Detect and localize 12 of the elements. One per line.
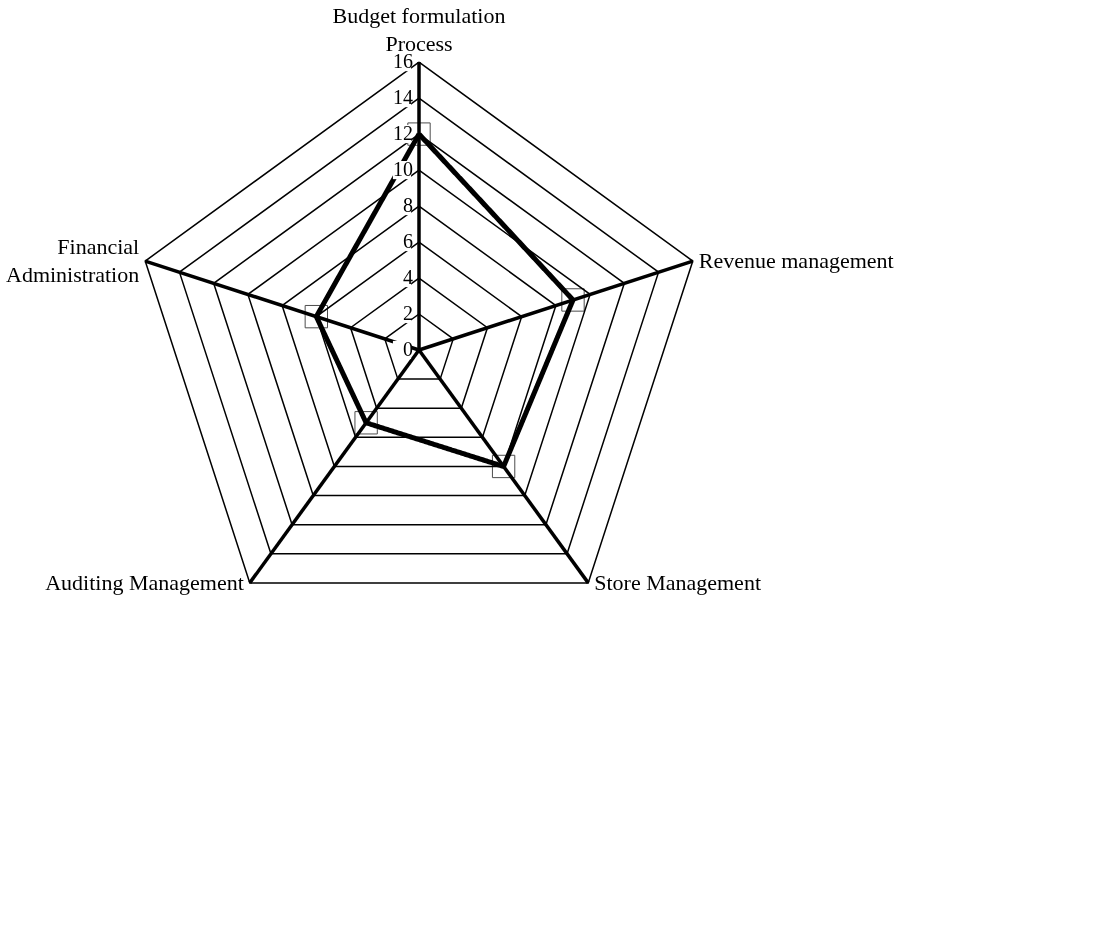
spoke-label: Revenue management: [698, 248, 894, 274]
y-tick-label: 14: [393, 86, 413, 109]
y-tick-label: 2: [403, 302, 413, 325]
spoke-label: Financial Administration: [5, 234, 140, 288]
y-tick-label: 12: [393, 122, 413, 145]
y-tick-label: 10: [393, 158, 413, 181]
y-tick-label: 0: [403, 338, 413, 360]
y-tick-label: 4: [403, 266, 413, 289]
y-tick-label: 8: [403, 194, 413, 217]
spoke-label: Store Management: [594, 569, 762, 595]
spoke-label: Auditing Management: [45, 569, 244, 595]
y-tick-label: 6: [403, 230, 413, 253]
